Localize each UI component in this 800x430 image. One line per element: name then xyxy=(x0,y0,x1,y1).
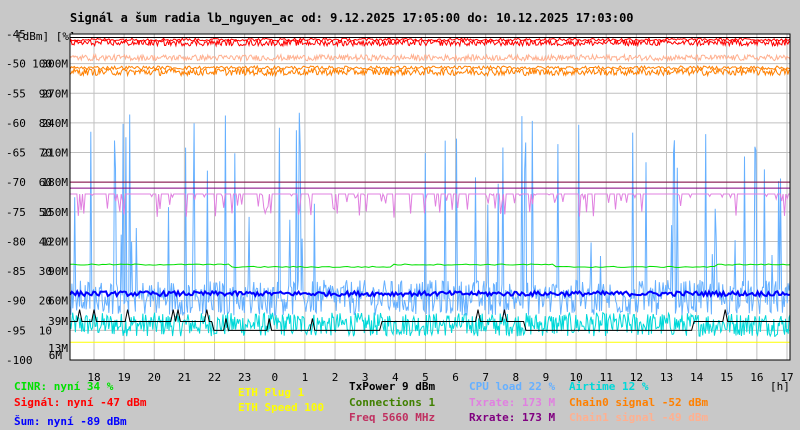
x-tick-label: 23 xyxy=(238,371,251,384)
plot-area xyxy=(69,33,791,361)
x-tick-label: 14 xyxy=(690,371,704,384)
y-tick-rate: 150M xyxy=(42,206,69,219)
y-tick-dbm: -90 xyxy=(6,295,26,308)
y-tick-dbm: -75 xyxy=(6,206,26,219)
y-tick-pct: 50 xyxy=(39,206,52,219)
x-tick-label: 20 xyxy=(148,371,161,384)
legend-eth-speed: ETH Speed 100 xyxy=(238,401,324,414)
series-signal-b xyxy=(69,37,791,43)
x-tick-label: 16 xyxy=(750,371,763,384)
x-tick-label: 8 xyxy=(513,371,520,384)
x-tick-label: 18 xyxy=(87,371,100,384)
y-tick-dbm: -55 xyxy=(6,87,26,100)
y-tick-dbm: -60 xyxy=(6,117,26,130)
legend-rxrate: Rxrate: 173 M xyxy=(469,411,555,424)
x-tick-label: 6 xyxy=(452,371,459,384)
x-tick-label: 11 xyxy=(600,371,613,384)
y-tick-pct: 60 xyxy=(39,176,52,189)
x-tick-label: 15 xyxy=(720,371,733,384)
legend-cpu: CPU load 22 % xyxy=(469,380,555,393)
y-tick-rate: 210M xyxy=(42,147,69,160)
x-tick-label: 3 xyxy=(362,371,369,384)
y-tick-dbm: -70 xyxy=(6,176,26,189)
y-tick-pct: 80 xyxy=(39,117,52,130)
legend-noise: Šum: nyní -89 dBm xyxy=(14,415,127,428)
y-axis-units: [dBm] [%] xyxy=(16,30,76,43)
series-txrate xyxy=(70,192,790,218)
x-tick-label: 0 xyxy=(271,371,278,384)
y-tick-rate: 240M xyxy=(42,117,69,130)
series-airtime xyxy=(69,311,791,338)
legend: CINR: nyní 34 % Signál: nyní -47 dBm Šum… xyxy=(14,380,708,428)
y-tick-pct: 40 xyxy=(39,235,52,248)
series-noise xyxy=(69,288,791,299)
y-tick-dbm: -65 xyxy=(6,147,26,160)
x-tick-label: 2 xyxy=(332,371,339,384)
y-tick-dbm: -80 xyxy=(6,235,26,248)
y-tick-rate: 270M xyxy=(42,87,69,100)
y-tick-dbm: -50 xyxy=(6,58,26,71)
legend-txpower: TxPower 9 dBm xyxy=(349,380,435,393)
x-tick-label: 12 xyxy=(630,371,643,384)
y-tick-rate-6m: 6M xyxy=(49,349,63,362)
y-tick-rate: 90M xyxy=(48,265,68,278)
y-tick-pct: 100 xyxy=(32,58,52,71)
legend-txrate: Txrate: 173 M xyxy=(469,396,555,409)
x-tick-label: 4 xyxy=(392,371,399,384)
x-tick-label: 21 xyxy=(178,371,191,384)
y-tick-rate: 60M xyxy=(48,295,68,308)
y-tick-pct: 70 xyxy=(39,147,52,160)
y-tick-rate: 180M xyxy=(42,176,69,189)
x-tick-label: 22 xyxy=(208,371,221,384)
y-tick-pct: 90 xyxy=(39,87,52,100)
y-tick-dbm: -45 xyxy=(6,28,26,41)
y-tick-pct: 20 xyxy=(39,295,52,308)
x-tick-label: 5 xyxy=(422,371,429,384)
legend-freq: Freq 5660 MHz xyxy=(349,411,435,424)
y-tick-rate-13m: 13M xyxy=(48,342,68,355)
y-tick-dbm: -100 xyxy=(6,354,33,367)
plot-frame xyxy=(69,33,791,361)
x-tick-label: 19 xyxy=(118,371,131,384)
x-tick-label: 7 xyxy=(482,371,489,384)
legend-cinr: CINR: nyní 34 % xyxy=(14,380,114,393)
series-chain0 xyxy=(69,66,791,78)
series-cpu xyxy=(69,112,791,316)
legend-connections: Connections 1 xyxy=(349,396,435,409)
x-tick-label: 10 xyxy=(569,371,582,384)
legend-airtime: Airtime 12 % xyxy=(569,380,649,393)
x-tick-label: 13 xyxy=(660,371,673,384)
y-tick-rate: 120M xyxy=(42,235,69,248)
y-tick-rate: 300M xyxy=(42,58,69,71)
x-axis-unit: [h] xyxy=(770,380,790,393)
x-tick-label: 17 xyxy=(780,371,793,384)
y-tick-pct: 30 xyxy=(39,265,52,278)
x-tick-label: 9 xyxy=(543,371,550,384)
legend-chain1: Chain1 signal -49 dBm xyxy=(569,411,708,424)
y-tick-rate-39m: 39M xyxy=(48,315,68,328)
x-tick-label: 1 xyxy=(302,371,309,384)
y-tick-dbm: -85 xyxy=(6,265,26,278)
series-chain0-b xyxy=(69,64,790,71)
legend-eth-plug: ETH Plug 1 xyxy=(238,386,305,399)
y-tick-dbm: -95 xyxy=(6,324,26,337)
legend-chain0: Chain0 signal -52 dBm xyxy=(569,396,708,409)
series-cinr xyxy=(70,263,791,269)
series-chain1 xyxy=(69,52,791,63)
legend-signal: Signál: nyní -47 dBm xyxy=(14,396,147,409)
y-tick-pct: 10 xyxy=(39,324,52,337)
chart-title: Signál a šum radia lb_nguyen_ac od: 9.12… xyxy=(70,11,634,26)
series-txpower xyxy=(70,309,790,331)
